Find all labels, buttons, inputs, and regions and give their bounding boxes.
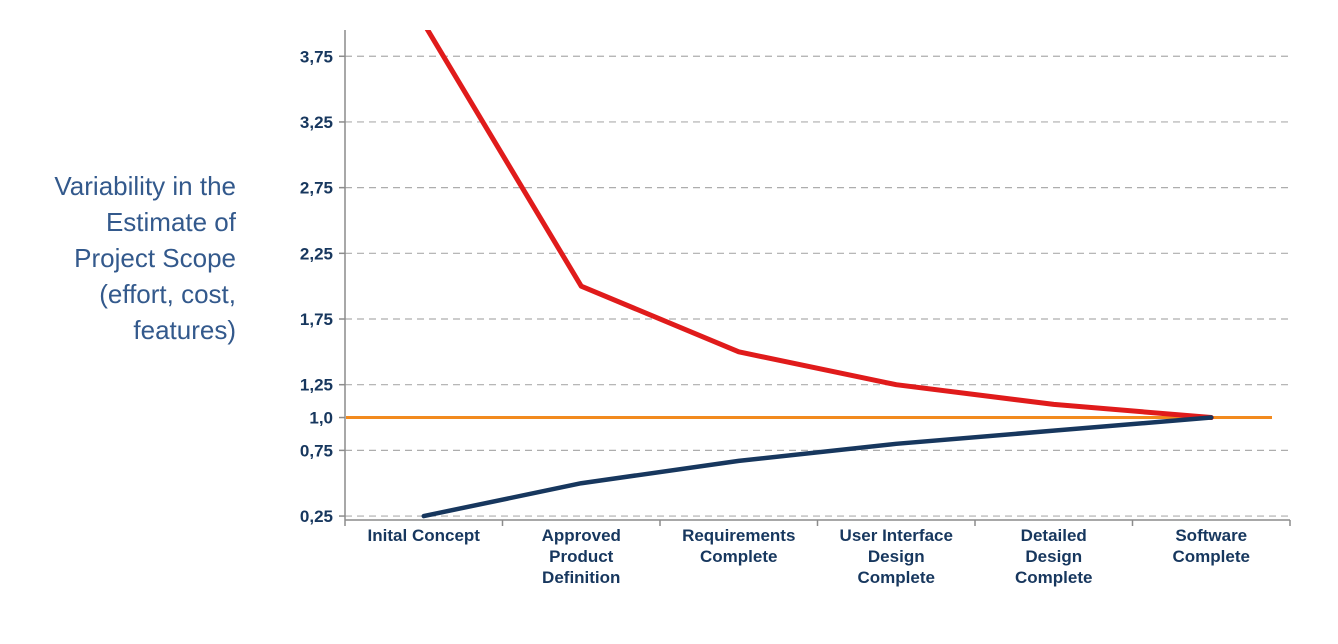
x-category-label: Complete — [1015, 568, 1092, 587]
y-axis-title: Variability in the Estimate of Project S… — [0, 168, 236, 348]
series-group — [421, 30, 1214, 519]
x-category-label: Complete — [700, 547, 777, 566]
x-category-label: Design — [868, 547, 925, 566]
y-axis-title-line: Variability in the — [54, 171, 236, 201]
x-category-label: Software — [1175, 526, 1247, 545]
x-category-label: Design — [1025, 547, 1082, 566]
y-tick-label: 2,25 — [300, 244, 333, 263]
x-category-label: User Interface — [840, 526, 953, 545]
y-axis-title-line: Project Scope — [74, 243, 236, 273]
y-tick-label: 3,75 — [300, 47, 333, 66]
y-tick-label: 3,25 — [300, 113, 333, 132]
y-tick-label: 0,75 — [300, 441, 333, 460]
x-category-label: Complete — [858, 568, 935, 587]
y-tick-label: 1,25 — [300, 376, 333, 395]
x-category-label: Inital Concept — [368, 526, 481, 545]
y-tick-label: 1,0 — [309, 409, 333, 428]
y-axis-title-line: features) — [133, 315, 236, 345]
lower-estimate-line — [421, 415, 1214, 519]
y-tick-label: 1,75 — [300, 310, 333, 329]
y-axis-title-line: Estimate of — [105, 207, 236, 237]
y-tick-label: 0,25 — [300, 507, 333, 526]
x-category-label: Definition — [542, 568, 620, 587]
y-tick-label: 2,75 — [300, 179, 333, 198]
x-category-label: Complete — [1173, 547, 1250, 566]
x-category-label: Product — [549, 547, 614, 566]
x-category-label: Requirements — [682, 526, 795, 545]
upper-estimate-line — [424, 30, 1214, 421]
x-category-label: Detailed — [1021, 526, 1087, 545]
y-axis-title-line: (effort, cost, — [99, 279, 236, 309]
x-category-label: Approved — [542, 526, 621, 545]
